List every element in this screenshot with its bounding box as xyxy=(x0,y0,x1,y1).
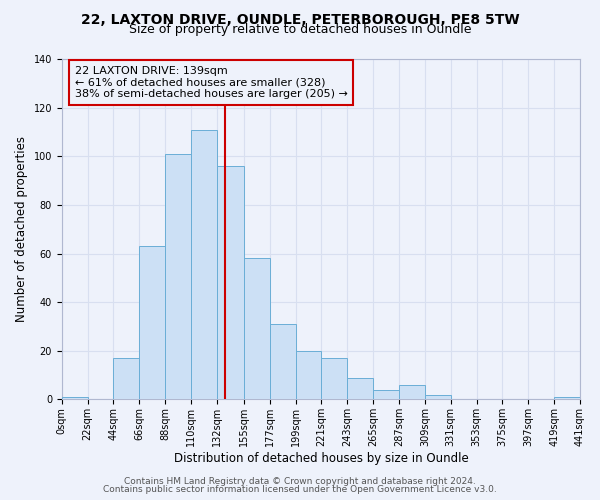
Bar xyxy=(296,351,322,400)
Text: Size of property relative to detached houses in Oundle: Size of property relative to detached ho… xyxy=(129,22,471,36)
Bar xyxy=(165,154,191,400)
Bar xyxy=(217,166,244,400)
Bar xyxy=(139,246,165,400)
Bar xyxy=(191,130,217,400)
Text: 22 LAXTON DRIVE: 139sqm
← 61% of detached houses are smaller (328)
38% of semi-d: 22 LAXTON DRIVE: 139sqm ← 61% of detache… xyxy=(75,66,347,99)
Bar xyxy=(347,378,373,400)
X-axis label: Distribution of detached houses by size in Oundle: Distribution of detached houses by size … xyxy=(173,452,468,465)
Bar xyxy=(62,397,88,400)
Y-axis label: Number of detached properties: Number of detached properties xyxy=(15,136,28,322)
Bar xyxy=(554,397,580,400)
Bar xyxy=(244,258,270,400)
Bar xyxy=(322,358,347,400)
Bar xyxy=(270,324,296,400)
Bar xyxy=(113,358,139,400)
Text: 22, LAXTON DRIVE, OUNDLE, PETERBOROUGH, PE8 5TW: 22, LAXTON DRIVE, OUNDLE, PETERBOROUGH, … xyxy=(80,12,520,26)
Text: Contains public sector information licensed under the Open Government Licence v3: Contains public sector information licen… xyxy=(103,485,497,494)
Bar xyxy=(373,390,399,400)
Bar xyxy=(399,385,425,400)
Text: Contains HM Land Registry data © Crown copyright and database right 2024.: Contains HM Land Registry data © Crown c… xyxy=(124,477,476,486)
Bar xyxy=(425,394,451,400)
